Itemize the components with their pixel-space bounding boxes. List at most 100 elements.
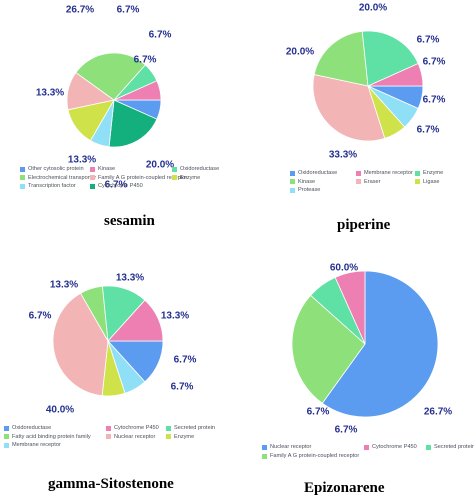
legend-item: Fatty acid binding protein family bbox=[4, 434, 91, 440]
legend-label: Fatty acid binding protein family bbox=[12, 433, 91, 440]
legend-swatch bbox=[20, 166, 25, 172]
chart-title-sesamin: sesamin bbox=[104, 213, 155, 229]
legend-label: Eraser bbox=[364, 178, 381, 185]
pie-slice-eraser bbox=[312, 74, 386, 142]
legend-label: Nuclear receptor bbox=[270, 444, 312, 450]
legend-swatch bbox=[90, 183, 95, 189]
pie-slice-label: 6.7% bbox=[334, 424, 358, 436]
pie-slice-label: 6.7% bbox=[148, 29, 172, 41]
chart-title-gamma-sitostenone: gamma-Sitostenone bbox=[48, 476, 174, 492]
pie-slice-label: 13.3% bbox=[115, 272, 145, 284]
legend-item: Protease bbox=[290, 187, 320, 193]
legend-swatch bbox=[90, 166, 95, 172]
legend-swatch bbox=[262, 453, 267, 459]
legend-label: Secreted protein bbox=[174, 425, 216, 431]
legend-item: Kinase bbox=[290, 179, 315, 185]
legend-label: Other cytosolic protein bbox=[28, 166, 84, 172]
legend-label: Transcription factor bbox=[28, 183, 76, 189]
pie-slice-cytochrome-p450 bbox=[107, 299, 164, 342]
legend-item: Enzyme bbox=[172, 175, 200, 181]
legend-label: Enzyme bbox=[174, 433, 195, 440]
legend-swatch bbox=[356, 179, 361, 184]
pie-slice-label: 13.3% bbox=[49, 279, 79, 291]
pie-slice-label: 6.7% bbox=[173, 354, 197, 366]
chart-title-piperine: piperine bbox=[337, 217, 391, 233]
pie-slice-label: 13.3% bbox=[35, 87, 65, 99]
legend-label: Family A G protein-coupled receptor bbox=[98, 174, 188, 181]
pie-slice-label: 20.0% bbox=[285, 46, 315, 58]
legend-swatch bbox=[364, 444, 369, 450]
legend-label: Cytochrome P450 bbox=[372, 444, 417, 450]
legend-swatch bbox=[4, 425, 9, 431]
pie-slice-membrane-receptor bbox=[367, 63, 424, 87]
pie-slice-label: 26.7% bbox=[423, 406, 453, 418]
pie-slice-label: 6.7% bbox=[416, 124, 440, 136]
pie-slice-enzyme bbox=[361, 30, 419, 87]
legend-swatch bbox=[415, 170, 420, 176]
legend-label: Electrochemical transporter bbox=[28, 174, 97, 181]
legend-item: Secreted protein bbox=[426, 444, 474, 450]
legend-item: Cytochrome P450 bbox=[90, 183, 143, 189]
legend-item: Electrochemical transporter bbox=[20, 175, 96, 181]
legend-item: Eraser bbox=[356, 179, 380, 185]
legend-label: Membrane receptor bbox=[12, 442, 61, 448]
legend-swatch bbox=[356, 170, 361, 176]
legend-item: Oxidoreductase bbox=[4, 425, 51, 431]
legend-label: Cytochrome P450 bbox=[114, 425, 159, 431]
pie-slice-cytochrome-p450 bbox=[108, 99, 158, 148]
pie-slice-kinase bbox=[313, 30, 369, 87]
legend-item: Secreted protein bbox=[166, 425, 215, 431]
legend-item: Nuclear receptor bbox=[262, 444, 311, 450]
legend-label: Oxidoreductase bbox=[180, 166, 220, 172]
pie-slice-label: 20.0% bbox=[358, 2, 388, 14]
legend-swatch bbox=[262, 444, 267, 450]
pie-slice-nuclear-receptor bbox=[321, 270, 439, 418]
legend-item: Other cytosolic protein bbox=[20, 166, 84, 172]
legend-item: Cytochrome P450 bbox=[364, 444, 417, 450]
legend-label: Kinase bbox=[298, 178, 316, 185]
pie-slice-cytochrome-p450 bbox=[334, 270, 366, 345]
pie-slice-label: 26.7% bbox=[65, 4, 95, 16]
legend-label: Membrane receptor bbox=[364, 170, 413, 176]
legend-item: Family A G protein-coupled receptor bbox=[90, 175, 187, 181]
legend-swatch bbox=[20, 183, 25, 189]
legend-item: Ligase bbox=[415, 179, 439, 185]
pie-slice-electrochemical-transporter bbox=[75, 52, 146, 101]
legend-label: Ligase bbox=[423, 178, 440, 185]
pie-slice-label: 33.3% bbox=[328, 149, 358, 161]
legend-swatch bbox=[290, 170, 295, 176]
pie-slice-label: 60.0% bbox=[329, 262, 359, 274]
legend-item: Family A G protein-coupled receptor bbox=[262, 453, 359, 459]
legend-swatch bbox=[20, 175, 25, 180]
legend-label: Enzyme bbox=[180, 174, 201, 181]
pie-slice-label: 6.7% bbox=[416, 34, 440, 46]
legend-swatch bbox=[90, 175, 95, 180]
pie-slice-label: 13.3% bbox=[160, 310, 190, 322]
legend-item: Nuclear receptor bbox=[106, 434, 155, 440]
legend-label: Protease bbox=[298, 187, 321, 193]
legend-label: Oxidoreductase bbox=[12, 425, 52, 431]
pie-slice-label: 6.7% bbox=[422, 56, 446, 68]
pie-slice-family-a-g-protein-coupled-receptor bbox=[291, 294, 366, 404]
legend-label: Nuclear receptor bbox=[114, 433, 156, 440]
chart-title-epizonarene: Epizonarene bbox=[304, 480, 385, 496]
legend-swatch bbox=[172, 175, 177, 180]
legend-item: Enzyme bbox=[415, 170, 443, 176]
legend-swatch bbox=[106, 425, 111, 431]
legend-item: Kinase bbox=[90, 166, 115, 172]
legend-label: Cytochrome P450 bbox=[98, 183, 143, 189]
pie-slice-label: 13.3% bbox=[67, 154, 97, 166]
pie-slice-label: 6.7% bbox=[28, 310, 52, 322]
pie-slice-label: 40.0% bbox=[45, 404, 75, 416]
pie-slice-label: 6.7% bbox=[170, 381, 194, 393]
legend-item: Membrane receptor bbox=[4, 442, 61, 448]
legend-swatch bbox=[415, 179, 420, 184]
legend-label: Oxidoreductase bbox=[298, 170, 338, 176]
legend-swatch bbox=[106, 434, 111, 439]
legend-item: Membrane receptor bbox=[356, 170, 413, 176]
legend-label: Secreted protein bbox=[434, 444, 474, 450]
